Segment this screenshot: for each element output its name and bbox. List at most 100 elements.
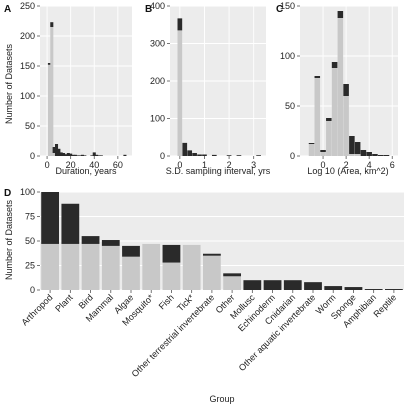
x-ticks-b: 0 1 2 3 xyxy=(177,156,256,170)
x-tick-label-c: 0 xyxy=(321,160,326,170)
x-tick-label-c: 2 xyxy=(344,160,349,170)
x-tick-label-c: 6 xyxy=(390,160,395,170)
y-tick-label-a: 150 xyxy=(20,61,35,71)
panel-letter-a: A xyxy=(4,4,11,15)
category-label: Arthropod xyxy=(20,292,55,327)
bar-c-dark xyxy=(372,154,378,156)
bar-a-dark xyxy=(54,144,59,156)
bar-a-dark xyxy=(76,155,80,156)
bar-d-light xyxy=(81,243,100,290)
y-tick-label-d: 0 xyxy=(30,285,35,295)
bar-c-dark xyxy=(331,62,338,68)
y-tick-label-c: 150 xyxy=(280,1,295,11)
bar-d-dark xyxy=(364,289,383,290)
x-tick-label-b: 2 xyxy=(227,160,232,170)
bar-c-light xyxy=(320,152,326,156)
panel-letter-b: B xyxy=(145,4,152,15)
bar-a-dark xyxy=(92,152,96,156)
bar-a-dark xyxy=(52,147,56,153)
category-label: Plant xyxy=(53,292,75,314)
x-tick-label-b: 3 xyxy=(251,160,256,170)
bar-b-dark xyxy=(182,142,188,156)
y-tick-label-a: 200 xyxy=(20,31,35,41)
y-tick-label-a: 100 xyxy=(20,91,35,101)
x-ticks-a: 0 20 40 60 xyxy=(45,156,123,170)
x-tick-label-a: 60 xyxy=(113,160,123,170)
bar-a-dark xyxy=(95,154,99,156)
grid-a xyxy=(40,5,132,157)
bar-a-dark xyxy=(50,22,54,27)
bar-d-dark xyxy=(384,289,403,290)
bar-b-dark xyxy=(177,18,183,31)
bar-c-light xyxy=(354,154,361,156)
y-tick-label-b: 100 xyxy=(150,114,165,124)
y-ticks-b: 0 100 200 300 400 xyxy=(150,1,170,161)
bar-a-dark xyxy=(83,155,87,156)
x-ticks-c: 0 2 4 6 xyxy=(321,156,395,170)
grid-d xyxy=(40,191,404,291)
y-tick-label-c: 0 xyxy=(290,151,295,161)
bar-c-light xyxy=(308,144,315,156)
bar-d-light xyxy=(202,255,221,290)
bar-b-dark xyxy=(187,150,193,156)
bar-b-dark xyxy=(236,155,242,156)
bar-c-dark xyxy=(377,155,384,156)
x-axis-label-c: Log 10 (Area, km^2) xyxy=(307,166,388,176)
bar-d-dark xyxy=(243,280,262,290)
bars-a xyxy=(47,22,127,156)
bar-c-dark xyxy=(337,11,344,18)
bar-d-dark xyxy=(122,245,140,257)
bar-c-dark xyxy=(354,142,361,154)
y-tick-label-d: 25 xyxy=(25,261,35,271)
bar-b-dark xyxy=(226,155,232,156)
bar-d-dark xyxy=(344,287,363,290)
bar-a-dark xyxy=(66,153,70,156)
y-tick-label-b: 200 xyxy=(150,76,165,86)
x-tick-label-b: 1 xyxy=(202,160,207,170)
bar-a-dark xyxy=(71,154,75,156)
y-axis-label-d: Number of Datasets xyxy=(4,199,14,280)
bar-a-dark xyxy=(90,155,94,156)
bar-a-light xyxy=(47,64,51,156)
bar-c-light xyxy=(314,78,321,156)
bar-b-dark xyxy=(202,154,207,156)
x-tick-label-a: 0 xyxy=(45,160,50,170)
y-tick-label-a: 0 xyxy=(30,151,35,161)
bar-c-light xyxy=(349,154,355,156)
bar-a-dark xyxy=(47,63,51,65)
x-axis-label-b: S.D. sampling interval, yrs xyxy=(166,166,271,176)
category-label: Reptile xyxy=(371,292,398,319)
bar-c-light xyxy=(337,18,344,156)
y-tick-label-d: 100 xyxy=(20,187,35,197)
bar-c-dark xyxy=(360,150,367,156)
x-axis-label-d: Group xyxy=(209,394,234,404)
bars-d xyxy=(41,192,403,290)
bar-d-light xyxy=(223,276,242,290)
bar-a-dark xyxy=(123,154,127,156)
y-ticks-c: 0 50 100 150 xyxy=(280,1,300,161)
bar-b-dark xyxy=(197,154,202,156)
bar-d-light xyxy=(182,244,201,290)
bar-d-dark xyxy=(202,253,221,256)
bar-a-dark xyxy=(99,155,103,156)
bar-d-dark xyxy=(162,244,181,263)
bar-a-dark xyxy=(73,154,77,156)
bar-c-dark xyxy=(314,76,321,78)
y-tick-label-d: 50 xyxy=(25,236,35,246)
bar-d-dark xyxy=(81,236,100,244)
x-tick-label-a: 40 xyxy=(89,160,99,170)
y-tick-label-c: 50 xyxy=(285,101,295,111)
y-tick-label-b: 0 xyxy=(160,151,165,161)
bar-d-light xyxy=(162,262,181,290)
bar-b-dark xyxy=(192,153,197,156)
y-tick-label-a: 250 xyxy=(20,1,35,11)
bar-b-dark xyxy=(256,155,261,156)
bar-c-dark xyxy=(343,84,349,96)
bars-b xyxy=(177,18,261,156)
bar-c-dark xyxy=(349,136,355,154)
bar-a-dark xyxy=(78,155,82,156)
x-tick-label-a: 20 xyxy=(66,160,76,170)
bar-a-dark xyxy=(62,153,66,156)
